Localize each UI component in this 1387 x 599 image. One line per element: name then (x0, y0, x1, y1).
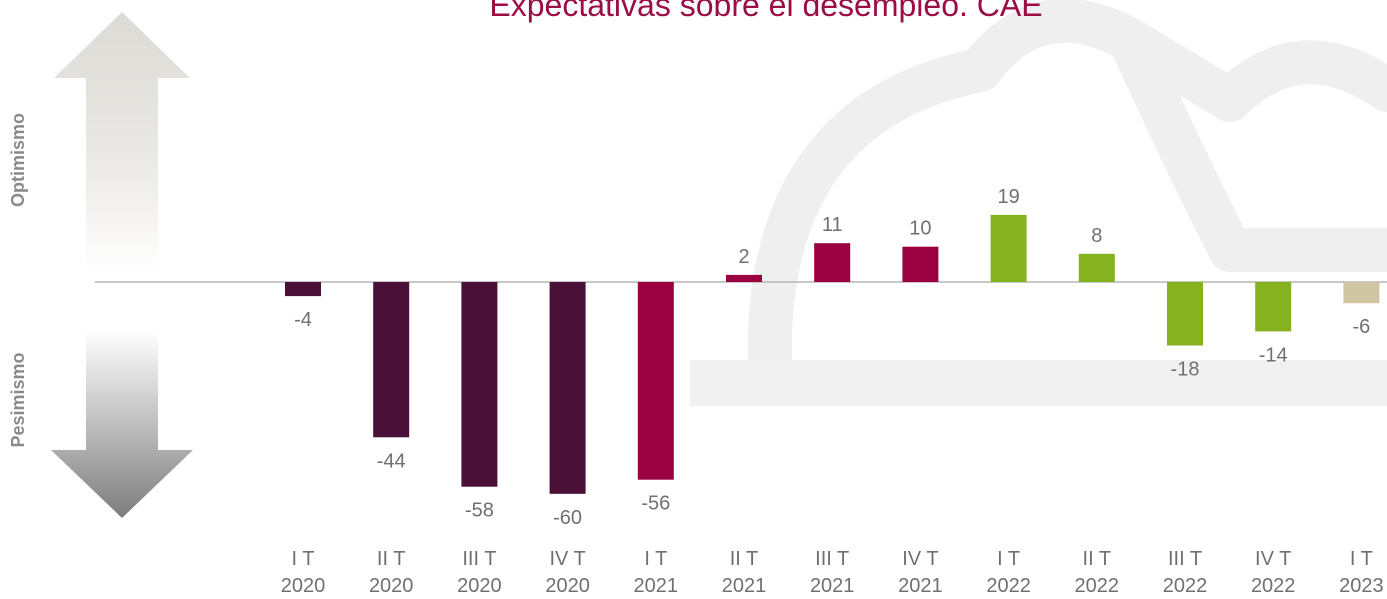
x-tick-label-year: 2022 (1251, 575, 1296, 597)
bar-value-label: -60 (553, 507, 582, 529)
bar (1167, 282, 1203, 346)
down-arrow-icon (51, 330, 193, 518)
x-tick-label-year: 2021 (810, 575, 855, 597)
bar-value-label: -58 (465, 500, 494, 522)
bar (990, 214, 1027, 282)
bar (373, 282, 410, 438)
bar-value-label: -56 (641, 493, 670, 515)
value-labels-group: -4 -44 -58 -60 -56 2 11 10 19 8 -18 -14 -6 (294, 186, 1370, 529)
x-tick-label-quarter: IV T (902, 548, 938, 570)
x-tick-label-year: 2022 (1163, 575, 1208, 597)
x-tick-label-year: 2020 (545, 575, 590, 597)
x-tick-label-year: 2021 (722, 575, 767, 597)
bar-value-label: -18 (1171, 359, 1200, 381)
cloud-watermark-base (690, 360, 1387, 406)
bar (1078, 253, 1115, 282)
bar (549, 282, 586, 494)
bars-group (285, 214, 1380, 494)
bar-value-label: -4 (294, 309, 312, 331)
x-tick-label-quarter: I T (292, 548, 315, 570)
bar-value-label: -44 (377, 450, 406, 472)
bar-value-label: 8 (1091, 225, 1102, 247)
bar-value-label: 11 (822, 214, 843, 236)
x-tick-label-quarter: IV T (1255, 548, 1291, 570)
x-tick-label-year: 2020 (369, 575, 414, 597)
chart-title: Expectativas sobre el desempleo. CAE (489, 0, 1042, 23)
bar-value-label: -14 (1259, 344, 1288, 366)
x-tick-label-quarter: II T (1083, 548, 1112, 570)
x-tick-label-year: 2020 (457, 575, 502, 597)
up-arrow-icon (54, 12, 190, 272)
side-label-optimismo: Optimismo (8, 113, 28, 207)
x-tick-label-quarter: I T (1350, 548, 1373, 570)
bar (902, 246, 939, 282)
x-tick-label-quarter: III T (815, 548, 849, 570)
bar (461, 282, 498, 487)
bar (285, 282, 321, 297)
cloud-watermark-icon (748, 0, 1387, 404)
x-tick-label-quarter: IV T (549, 548, 585, 570)
bar-value-label: -6 (1353, 316, 1371, 338)
x-tick-label-quarter: I T (997, 548, 1020, 570)
x-tick-label-quarter: III T (462, 548, 496, 570)
x-tick-label-quarter: II T (730, 548, 759, 570)
bar (726, 274, 762, 282)
side-label-pesimismo: Pesimismo (8, 352, 28, 447)
x-tick-label-year: 2022 (1075, 575, 1120, 597)
x-tick-label-year: 2022 (986, 575, 1031, 597)
bar (1255, 282, 1292, 332)
x-tick-label-year: 2023 (1339, 575, 1384, 597)
x-tick-labels-group: I T 2020 II T 2020 III T 2020 IV T 2020 I T 2021 I… (281, 548, 1384, 597)
bar-value-label: 19 (997, 186, 1019, 208)
bar (814, 243, 851, 282)
x-tick-label-quarter: III T (1168, 548, 1202, 570)
x-tick-label-year: 2020 (281, 575, 326, 597)
x-tick-label-quarter: I T (644, 548, 667, 570)
bar (637, 282, 674, 480)
bar-value-label: 10 (909, 218, 931, 240)
x-tick-label-year: 2021 (634, 575, 679, 597)
x-tick-label-year: 2021 (898, 575, 943, 597)
x-tick-label-quarter: II T (377, 548, 406, 570)
bar (1343, 282, 1380, 304)
bar-value-label: 2 (738, 246, 749, 268)
